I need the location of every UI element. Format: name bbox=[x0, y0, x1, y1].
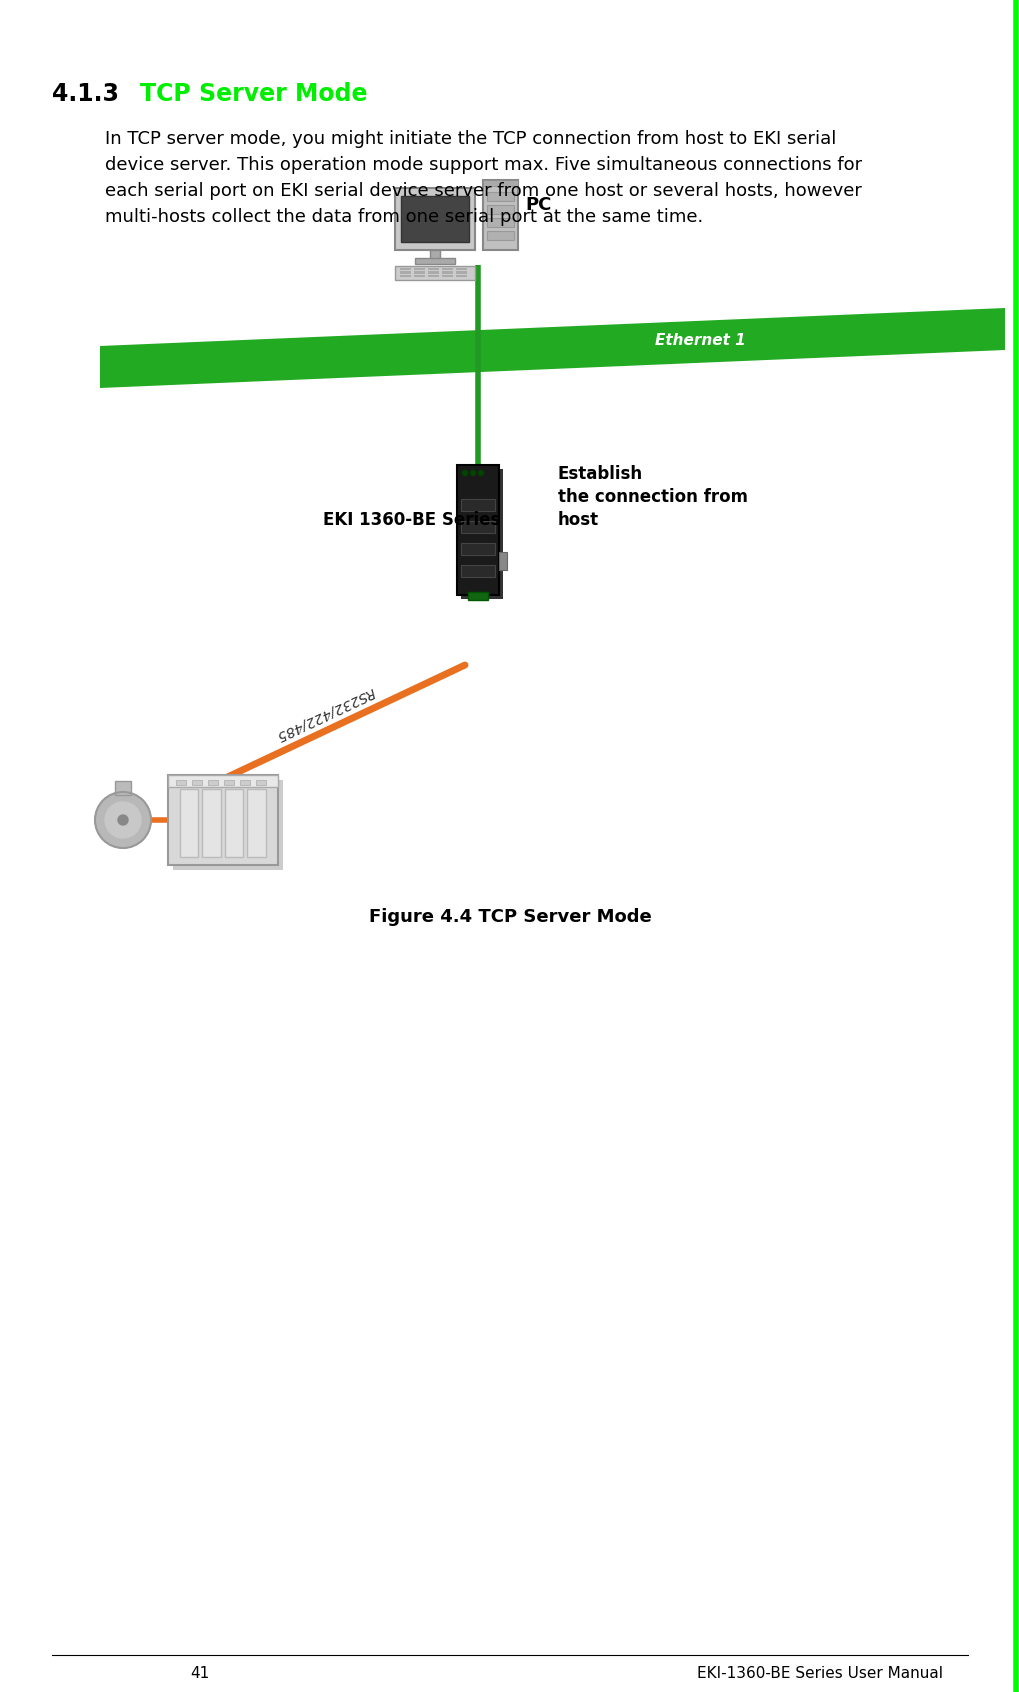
Text: multi-hosts collect the data from one serial port at the same time.: multi-hosts collect the data from one se… bbox=[105, 208, 702, 227]
FancyBboxPatch shape bbox=[224, 780, 233, 785]
Text: EKI-1360-BE Series User Manual: EKI-1360-BE Series User Manual bbox=[696, 1665, 943, 1680]
Text: EKI 1360-BE Series: EKI 1360-BE Series bbox=[323, 511, 500, 530]
FancyBboxPatch shape bbox=[486, 205, 514, 213]
FancyBboxPatch shape bbox=[441, 267, 452, 271]
Circle shape bbox=[95, 792, 151, 848]
Text: host: host bbox=[557, 511, 598, 530]
FancyBboxPatch shape bbox=[414, 267, 425, 271]
FancyBboxPatch shape bbox=[168, 775, 278, 865]
FancyBboxPatch shape bbox=[486, 218, 514, 227]
FancyBboxPatch shape bbox=[115, 782, 130, 795]
FancyBboxPatch shape bbox=[414, 274, 425, 277]
FancyBboxPatch shape bbox=[414, 271, 425, 274]
FancyBboxPatch shape bbox=[208, 780, 218, 785]
FancyBboxPatch shape bbox=[461, 565, 494, 577]
Circle shape bbox=[105, 802, 141, 838]
Circle shape bbox=[462, 470, 467, 475]
FancyBboxPatch shape bbox=[441, 274, 452, 277]
Circle shape bbox=[118, 816, 127, 826]
Text: TCP Server Mode: TCP Server Mode bbox=[140, 81, 367, 107]
FancyBboxPatch shape bbox=[468, 592, 487, 601]
FancyBboxPatch shape bbox=[428, 274, 438, 277]
FancyBboxPatch shape bbox=[486, 232, 514, 240]
FancyBboxPatch shape bbox=[192, 780, 202, 785]
FancyBboxPatch shape bbox=[179, 788, 199, 858]
FancyBboxPatch shape bbox=[428, 267, 438, 271]
FancyBboxPatch shape bbox=[394, 188, 475, 250]
FancyBboxPatch shape bbox=[461, 469, 502, 599]
Text: 4.1.3: 4.1.3 bbox=[52, 81, 119, 107]
FancyBboxPatch shape bbox=[455, 267, 467, 271]
FancyBboxPatch shape bbox=[399, 271, 411, 274]
Text: device server. This operation mode support max. Five simultaneous connections fo: device server. This operation mode suppo… bbox=[105, 156, 861, 174]
FancyBboxPatch shape bbox=[173, 780, 282, 870]
Circle shape bbox=[478, 470, 483, 475]
FancyBboxPatch shape bbox=[441, 271, 452, 274]
FancyBboxPatch shape bbox=[428, 271, 438, 274]
Text: PC: PC bbox=[525, 196, 551, 213]
FancyBboxPatch shape bbox=[455, 274, 467, 277]
FancyBboxPatch shape bbox=[483, 179, 518, 250]
FancyBboxPatch shape bbox=[394, 266, 475, 279]
Text: Ethernet 1: Ethernet 1 bbox=[654, 333, 745, 347]
FancyBboxPatch shape bbox=[239, 780, 250, 785]
FancyBboxPatch shape bbox=[203, 788, 221, 858]
FancyBboxPatch shape bbox=[461, 499, 494, 511]
FancyBboxPatch shape bbox=[168, 775, 278, 787]
Text: RS232/422/485: RS232/422/485 bbox=[274, 685, 377, 743]
FancyBboxPatch shape bbox=[176, 780, 185, 785]
FancyBboxPatch shape bbox=[415, 257, 454, 264]
FancyBboxPatch shape bbox=[225, 788, 244, 858]
Circle shape bbox=[470, 470, 475, 475]
FancyBboxPatch shape bbox=[486, 191, 514, 201]
Text: Establish: Establish bbox=[557, 465, 643, 482]
FancyBboxPatch shape bbox=[461, 521, 494, 533]
FancyBboxPatch shape bbox=[256, 780, 266, 785]
Text: In TCP server mode, you might initiate the TCP connection from host to EKI seria: In TCP server mode, you might initiate t… bbox=[105, 130, 836, 147]
FancyBboxPatch shape bbox=[457, 465, 498, 596]
Text: the connection from: the connection from bbox=[557, 487, 747, 506]
FancyBboxPatch shape bbox=[430, 250, 439, 261]
FancyBboxPatch shape bbox=[248, 788, 266, 858]
FancyBboxPatch shape bbox=[399, 267, 411, 271]
FancyBboxPatch shape bbox=[455, 271, 467, 274]
Text: Figure 4.4 TCP Server Mode: Figure 4.4 TCP Server Mode bbox=[368, 909, 651, 926]
FancyBboxPatch shape bbox=[483, 179, 518, 186]
FancyBboxPatch shape bbox=[400, 196, 469, 242]
FancyBboxPatch shape bbox=[399, 274, 411, 277]
FancyBboxPatch shape bbox=[498, 552, 506, 570]
Text: each serial port on EKI serial device server from one host or several hosts, how: each serial port on EKI serial device se… bbox=[105, 183, 861, 200]
FancyBboxPatch shape bbox=[461, 543, 494, 555]
Text: 41: 41 bbox=[191, 1665, 210, 1680]
Polygon shape bbox=[100, 308, 1004, 387]
